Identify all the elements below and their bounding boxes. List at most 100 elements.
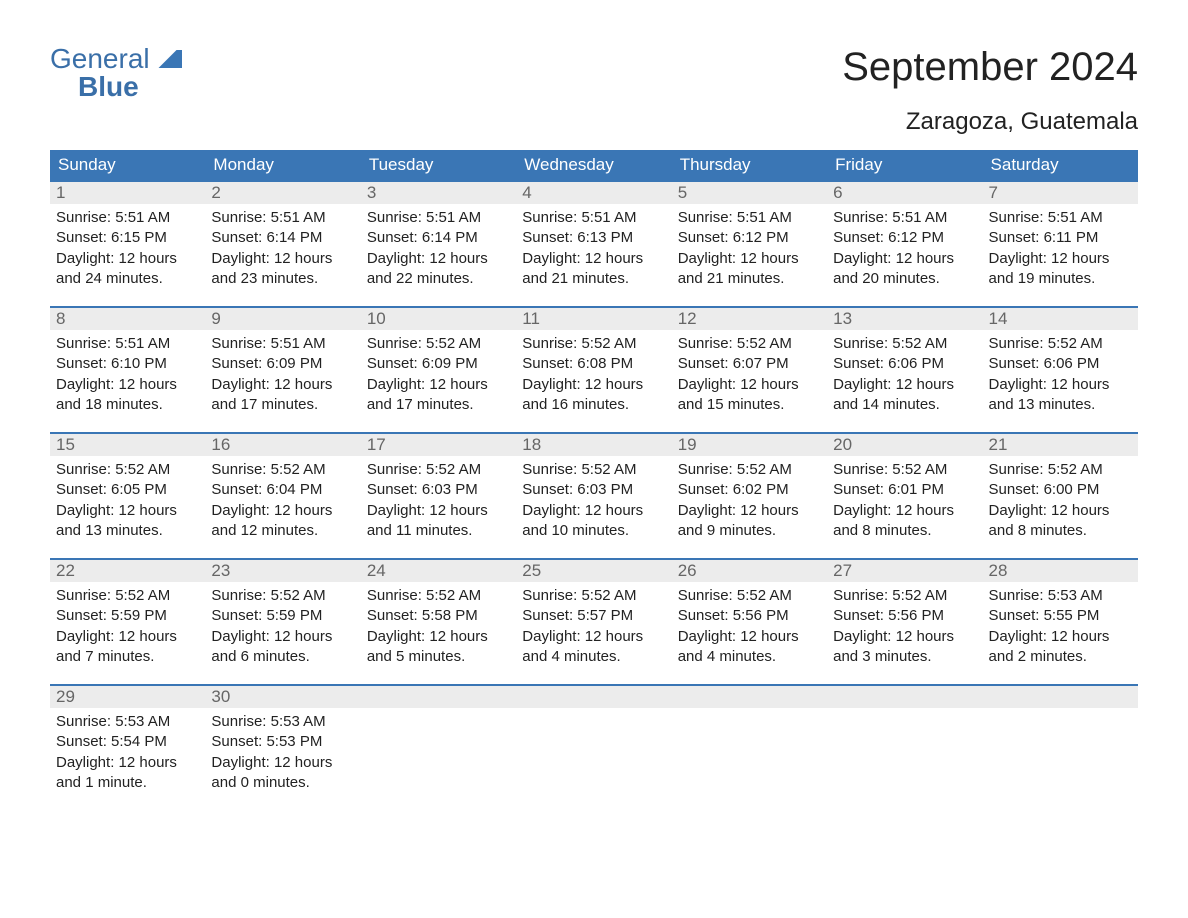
day-number: 21: [983, 432, 1138, 456]
daylight-line1: Daylight: 12 hours: [211, 627, 354, 647]
day-number: 9: [205, 306, 360, 330]
sunset-text: Sunset: 6:15 PM: [56, 228, 199, 248]
daylight-line1: Daylight: 12 hours: [522, 249, 665, 269]
sunrise-text: Sunrise: 5:51 AM: [678, 208, 821, 228]
sunset-text: Sunset: 6:09 PM: [211, 354, 354, 374]
day-number: [361, 684, 516, 708]
sunset-text: Sunset: 6:13 PM: [522, 228, 665, 248]
header: General Blue September 2024 Zaragoza, Gu…: [50, 45, 1138, 142]
sunset-text: Sunset: 6:12 PM: [833, 228, 976, 248]
daylight-line2: and 17 minutes.: [211, 395, 354, 415]
daylight-line1: Daylight: 12 hours: [56, 753, 199, 773]
sunrise-text: Sunrise: 5:51 AM: [367, 208, 510, 228]
day-details: Sunrise: 5:51 AMSunset: 6:13 PMDaylight:…: [516, 204, 671, 297]
calendar-day: 29Sunrise: 5:53 AMSunset: 5:54 PMDayligh…: [50, 684, 205, 810]
sunrise-text: Sunrise: 5:52 AM: [522, 460, 665, 480]
sunset-text: Sunset: 6:09 PM: [367, 354, 510, 374]
sunset-text: Sunset: 5:56 PM: [678, 606, 821, 626]
dh-thu: Thursday: [672, 150, 827, 180]
sunrise-text: Sunrise: 5:52 AM: [833, 460, 976, 480]
sunset-text: Sunset: 6:12 PM: [678, 228, 821, 248]
sunrise-text: Sunrise: 5:52 AM: [678, 460, 821, 480]
daylight-line1: Daylight: 12 hours: [56, 627, 199, 647]
sunrise-text: Sunrise: 5:52 AM: [833, 586, 976, 606]
calendar-day: 18Sunrise: 5:52 AMSunset: 6:03 PMDayligh…: [516, 432, 671, 558]
day-number: 6: [827, 180, 982, 204]
day-details: Sunrise: 5:51 AMSunset: 6:12 PMDaylight:…: [827, 204, 982, 297]
calendar-day: 12Sunrise: 5:52 AMSunset: 6:07 PMDayligh…: [672, 306, 827, 432]
daylight-line2: and 16 minutes.: [522, 395, 665, 415]
daylight-line2: and 21 minutes.: [522, 269, 665, 289]
day-details: Sunrise: 5:52 AMSunset: 6:07 PMDaylight:…: [672, 330, 827, 423]
sunset-text: Sunset: 6:04 PM: [211, 480, 354, 500]
sunset-text: Sunset: 6:05 PM: [56, 480, 199, 500]
sunrise-text: Sunrise: 5:52 AM: [56, 460, 199, 480]
sunrise-text: Sunrise: 5:51 AM: [211, 208, 354, 228]
day-number: 20: [827, 432, 982, 456]
sunset-text: Sunset: 5:55 PM: [989, 606, 1132, 626]
day-details: Sunrise: 5:52 AMSunset: 6:02 PMDaylight:…: [672, 456, 827, 549]
day-number: 8: [50, 306, 205, 330]
sunrise-text: Sunrise: 5:52 AM: [367, 334, 510, 354]
day-details: Sunrise: 5:52 AMSunset: 6:00 PMDaylight:…: [983, 456, 1138, 549]
daylight-line2: and 19 minutes.: [989, 269, 1132, 289]
day-details: Sunrise: 5:53 AMSunset: 5:55 PMDaylight:…: [983, 582, 1138, 675]
calendar-day: 4Sunrise: 5:51 AMSunset: 6:13 PMDaylight…: [516, 180, 671, 306]
daylight-line2: and 8 minutes.: [989, 521, 1132, 541]
day-number: 11: [516, 306, 671, 330]
sunrise-text: Sunrise: 5:52 AM: [522, 334, 665, 354]
calendar-table: Sunday Monday Tuesday Wednesday Thursday…: [50, 150, 1138, 810]
calendar-day: 2Sunrise: 5:51 AMSunset: 6:14 PMDaylight…: [205, 180, 360, 306]
sunrise-text: Sunrise: 5:52 AM: [989, 460, 1132, 480]
calendar-day: 11Sunrise: 5:52 AMSunset: 6:08 PMDayligh…: [516, 306, 671, 432]
day-header-row: Sunday Monday Tuesday Wednesday Thursday…: [50, 150, 1138, 180]
daylight-line2: and 21 minutes.: [678, 269, 821, 289]
day-number: 13: [827, 306, 982, 330]
sunset-text: Sunset: 6:02 PM: [678, 480, 821, 500]
daylight-line1: Daylight: 12 hours: [678, 627, 821, 647]
calendar-day: 25Sunrise: 5:52 AMSunset: 5:57 PMDayligh…: [516, 558, 671, 684]
daylight-line2: and 10 minutes.: [522, 521, 665, 541]
sunset-text: Sunset: 5:57 PM: [522, 606, 665, 626]
day-number: 29: [50, 684, 205, 708]
daylight-line1: Daylight: 12 hours: [56, 375, 199, 395]
daylight-line2: and 22 minutes.: [367, 269, 510, 289]
calendar-day: 10Sunrise: 5:52 AMSunset: 6:09 PMDayligh…: [361, 306, 516, 432]
calendar-day: 20Sunrise: 5:52 AMSunset: 6:01 PMDayligh…: [827, 432, 982, 558]
calendar-day: [361, 684, 516, 810]
daylight-line1: Daylight: 12 hours: [211, 501, 354, 521]
daylight-line1: Daylight: 12 hours: [522, 627, 665, 647]
dh-mon: Monday: [205, 150, 360, 180]
calendar-day: 9Sunrise: 5:51 AMSunset: 6:09 PMDaylight…: [205, 306, 360, 432]
sunset-text: Sunset: 6:06 PM: [833, 354, 976, 374]
day-number: 23: [205, 558, 360, 582]
day-details: Sunrise: 5:51 AMSunset: 6:14 PMDaylight:…: [205, 204, 360, 297]
calendar-day: 26Sunrise: 5:52 AMSunset: 5:56 PMDayligh…: [672, 558, 827, 684]
calendar-day: [827, 684, 982, 810]
sunrise-text: Sunrise: 5:52 AM: [211, 586, 354, 606]
daylight-line2: and 13 minutes.: [989, 395, 1132, 415]
calendar-day: 13Sunrise: 5:52 AMSunset: 6:06 PMDayligh…: [827, 306, 982, 432]
day-number: 12: [672, 306, 827, 330]
logo-text-general: General: [50, 45, 150, 73]
sunset-text: Sunset: 5:53 PM: [211, 732, 354, 752]
daylight-line1: Daylight: 12 hours: [367, 375, 510, 395]
sunset-text: Sunset: 5:59 PM: [211, 606, 354, 626]
daylight-line1: Daylight: 12 hours: [367, 627, 510, 647]
sunrise-text: Sunrise: 5:53 AM: [56, 712, 199, 732]
calendar-day: [983, 684, 1138, 810]
daylight-line1: Daylight: 12 hours: [678, 249, 821, 269]
sunrise-text: Sunrise: 5:51 AM: [833, 208, 976, 228]
sunset-text: Sunset: 6:06 PM: [989, 354, 1132, 374]
day-details: Sunrise: 5:52 AMSunset: 6:04 PMDaylight:…: [205, 456, 360, 549]
daylight-line2: and 13 minutes.: [56, 521, 199, 541]
calendar-day: 5Sunrise: 5:51 AMSunset: 6:12 PMDaylight…: [672, 180, 827, 306]
calendar-day: 7Sunrise: 5:51 AMSunset: 6:11 PMDaylight…: [983, 180, 1138, 306]
daylight-line2: and 23 minutes.: [211, 269, 354, 289]
day-number: 4: [516, 180, 671, 204]
day-details: Sunrise: 5:51 AMSunset: 6:09 PMDaylight:…: [205, 330, 360, 423]
sunrise-text: Sunrise: 5:51 AM: [989, 208, 1132, 228]
daylight-line1: Daylight: 12 hours: [522, 375, 665, 395]
daylight-line2: and 15 minutes.: [678, 395, 821, 415]
sunrise-text: Sunrise: 5:52 AM: [211, 460, 354, 480]
